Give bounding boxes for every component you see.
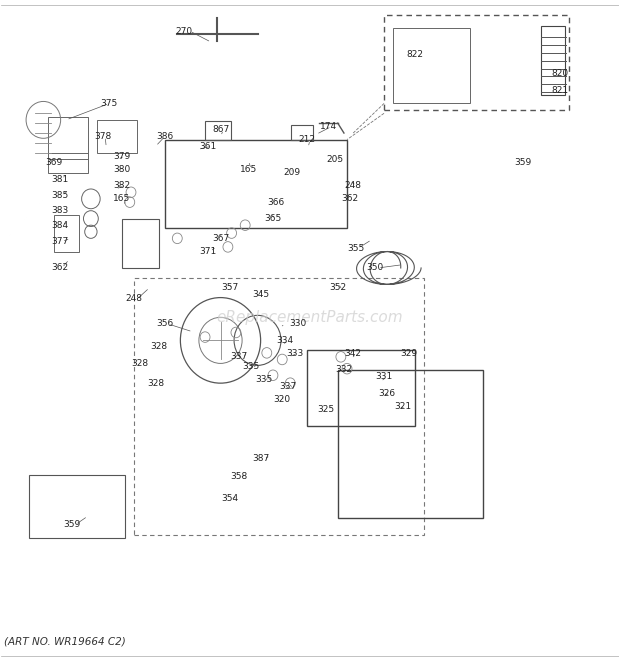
- Text: eReplacementParts.com: eReplacementParts.com: [216, 310, 404, 325]
- Text: 333: 333: [286, 349, 303, 358]
- Text: 384: 384: [51, 221, 69, 229]
- Text: 355: 355: [348, 244, 365, 253]
- Text: 354: 354: [221, 494, 238, 503]
- Text: 326: 326: [379, 389, 396, 397]
- Text: 382: 382: [113, 181, 130, 190]
- Text: 342: 342: [345, 349, 361, 358]
- Text: 381: 381: [51, 175, 69, 184]
- Text: 357: 357: [221, 283, 238, 292]
- Text: 212: 212: [298, 135, 316, 144]
- Text: 320: 320: [273, 395, 291, 404]
- Text: 345: 345: [252, 290, 269, 299]
- Text: 328: 328: [131, 359, 149, 368]
- Text: 165: 165: [240, 165, 257, 174]
- Text: 337: 337: [231, 352, 247, 362]
- Text: 821: 821: [551, 86, 569, 95]
- Text: 321: 321: [394, 402, 411, 410]
- Text: 329: 329: [400, 349, 417, 358]
- Text: 367: 367: [212, 234, 229, 243]
- Text: 378: 378: [95, 132, 112, 141]
- Text: 359: 359: [64, 520, 81, 529]
- Text: 330: 330: [289, 319, 306, 329]
- Text: 361: 361: [200, 141, 217, 151]
- Text: 380: 380: [113, 165, 130, 174]
- Text: 325: 325: [317, 405, 334, 414]
- Text: 362: 362: [342, 194, 359, 204]
- Text: 350: 350: [366, 264, 383, 272]
- Text: 331: 331: [376, 372, 392, 381]
- Text: (ART NO. WR19664 C2): (ART NO. WR19664 C2): [4, 637, 126, 646]
- Text: 332: 332: [335, 366, 353, 375]
- Text: 174: 174: [320, 122, 337, 131]
- Text: 822: 822: [407, 50, 423, 59]
- Text: 334: 334: [277, 336, 294, 345]
- Text: 335: 335: [255, 375, 272, 384]
- Text: 371: 371: [200, 247, 217, 256]
- Text: 387: 387: [252, 454, 269, 463]
- Text: 377: 377: [51, 237, 69, 246]
- Text: 358: 358: [231, 472, 247, 481]
- Text: 379: 379: [113, 151, 130, 161]
- Text: 248: 248: [126, 294, 143, 303]
- Text: 205: 205: [326, 155, 343, 164]
- Text: 352: 352: [329, 283, 347, 292]
- Text: 335: 335: [243, 362, 260, 371]
- Text: 165: 165: [113, 194, 130, 204]
- Text: 375: 375: [101, 99, 118, 108]
- Text: 362: 362: [51, 264, 69, 272]
- Text: 867: 867: [212, 125, 229, 134]
- Text: 248: 248: [345, 181, 361, 190]
- Text: 337: 337: [280, 382, 297, 391]
- Text: 328: 328: [150, 342, 167, 352]
- Text: 328: 328: [147, 379, 164, 387]
- Text: 386: 386: [156, 132, 174, 141]
- Text: 820: 820: [551, 69, 569, 78]
- Text: 356: 356: [156, 319, 174, 329]
- Text: 270: 270: [175, 26, 192, 36]
- Text: 209: 209: [283, 168, 300, 177]
- Text: 359: 359: [515, 158, 531, 167]
- Text: 366: 366: [267, 198, 285, 207]
- Text: 385: 385: [51, 191, 69, 200]
- Text: 383: 383: [51, 206, 69, 215]
- Text: 365: 365: [264, 214, 281, 223]
- Text: 369: 369: [45, 158, 63, 167]
